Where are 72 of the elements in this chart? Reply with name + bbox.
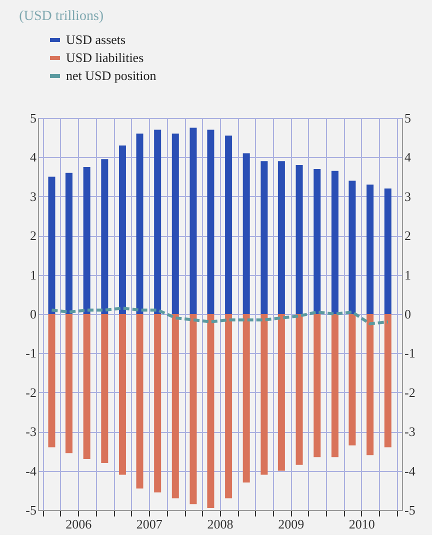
- bar: [225, 314, 232, 498]
- legend-label: net USD position: [66, 68, 157, 83]
- bar: [278, 314, 285, 471]
- bar: [366, 314, 374, 456]
- bar: [314, 314, 321, 458]
- bar: [242, 314, 250, 483]
- y2-tick-label: 4: [404, 150, 412, 165]
- bar: [118, 314, 126, 475]
- y-tick-label: 4: [30, 150, 37, 165]
- x-tick-label: 2007: [136, 516, 163, 532]
- bar: [83, 167, 90, 314]
- y-tick-label: -1: [26, 346, 36, 361]
- bar: [331, 170, 338, 314]
- bar: [384, 188, 392, 314]
- bar: [314, 168, 321, 314]
- y2-tick-label: -3: [404, 424, 416, 440]
- bar: [65, 172, 72, 314]
- bar: [296, 314, 303, 465]
- y2-tick-label: 3: [404, 188, 411, 204]
- bar: [260, 161, 268, 314]
- legend-label: USD assets: [66, 32, 126, 47]
- bar: [136, 134, 144, 314]
- y2-tick-label: 5: [404, 110, 411, 126]
- bar: [136, 314, 144, 488]
- bar: [384, 314, 392, 448]
- y-tick-label: 0: [30, 306, 36, 322]
- y-tick-label: 1: [30, 267, 36, 282]
- bar: [190, 314, 197, 504]
- y2-tick-label: 2: [404, 228, 411, 244]
- bar: [154, 130, 162, 314]
- bar: [366, 184, 374, 314]
- y2-tick-label: -1: [404, 346, 416, 361]
- bar: [48, 176, 56, 314]
- bar: [190, 128, 197, 314]
- bar: [83, 314, 90, 460]
- bar: [118, 145, 126, 314]
- bar: [348, 314, 356, 446]
- bar: [331, 314, 338, 458]
- y-tick-label: 5: [30, 110, 36, 126]
- line-series: [50, 306, 390, 326]
- y-tick-label: -5: [26, 502, 36, 518]
- bar: [242, 153, 250, 314]
- bar: [225, 136, 232, 314]
- bar: [172, 134, 179, 314]
- y-tick-label: -4: [26, 463, 37, 478]
- y2-tick-label: 1: [404, 267, 411, 282]
- bar: [260, 314, 268, 475]
- y-tick-label: 3: [30, 188, 36, 204]
- y2-tick-label: -5: [404, 502, 416, 518]
- bar: [207, 130, 214, 314]
- x-tick-label: 2010: [348, 516, 375, 532]
- bar: [296, 165, 303, 314]
- bar: [101, 159, 108, 314]
- x-tick-label: 2006: [66, 516, 92, 532]
- y2-tick-label: -4: [404, 463, 416, 478]
- bar: [278, 161, 285, 314]
- x-tick-label: 2008: [207, 516, 234, 532]
- y2-tick-label: 0: [404, 306, 411, 322]
- y-tick-label: -2: [26, 384, 36, 400]
- x-tick-label: 2009: [278, 516, 304, 532]
- text: (USD trillions): [19, 9, 104, 24]
- bar: [48, 314, 56, 448]
- bar: [101, 314, 108, 463]
- bar: [207, 314, 214, 508]
- bar: [172, 314, 179, 498]
- y-tick-label: -3: [26, 424, 36, 440]
- y2-tick-label: -2: [404, 384, 416, 400]
- bar: [348, 180, 356, 314]
- bar: [65, 314, 72, 454]
- bar: [154, 314, 162, 492]
- y-tick-label: 2: [30, 228, 36, 244]
- legend-label: USD liabilities: [66, 50, 144, 65]
